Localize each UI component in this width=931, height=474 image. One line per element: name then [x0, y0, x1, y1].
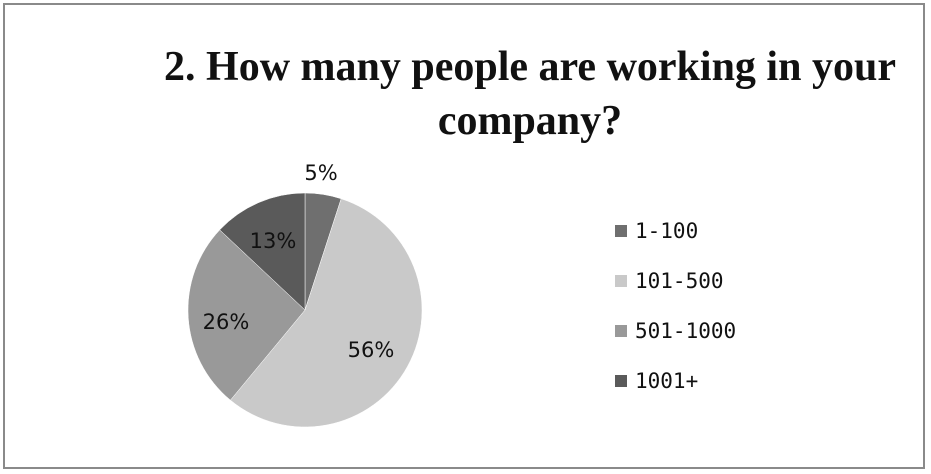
legend-swatch-101-500: [615, 275, 627, 287]
legend-label-501-1000: 501-1000: [635, 319, 737, 343]
legend-label-1-100: 1-100: [635, 219, 699, 243]
chart-title: 2. How many people are working in your c…: [164, 44, 896, 144]
legend: 1-100 101-500 501-1000 1001+: [615, 218, 736, 418]
legend-item-1-100: 1-100: [615, 218, 736, 244]
legend-item-101-500: 101-500: [615, 268, 736, 294]
legend-swatch-1-100: [615, 225, 627, 237]
legend-swatch-1001-plus: [615, 375, 627, 387]
data-label-1-100: 5%: [304, 161, 337, 185]
data-label-501-1000: 26%: [203, 310, 250, 334]
data-label-101-500: 56%: [348, 338, 395, 362]
legend-swatch-501-1000: [615, 325, 627, 337]
pie-slice-1001-plus: [219, 192, 306, 311]
legend-label-1001-plus: 1001+: [635, 369, 699, 393]
legend-label-101-500: 101-500: [635, 269, 724, 293]
data-label-1001-plus: 13%: [250, 229, 297, 253]
legend-item-501-1000: 501-1000: [615, 318, 736, 344]
pie-slice-101-500: [230, 198, 423, 428]
pie-slice-501-1000: [187, 229, 306, 401]
legend-item-1001-plus: 1001+: [615, 368, 736, 394]
chart-frame: [3, 3, 925, 469]
